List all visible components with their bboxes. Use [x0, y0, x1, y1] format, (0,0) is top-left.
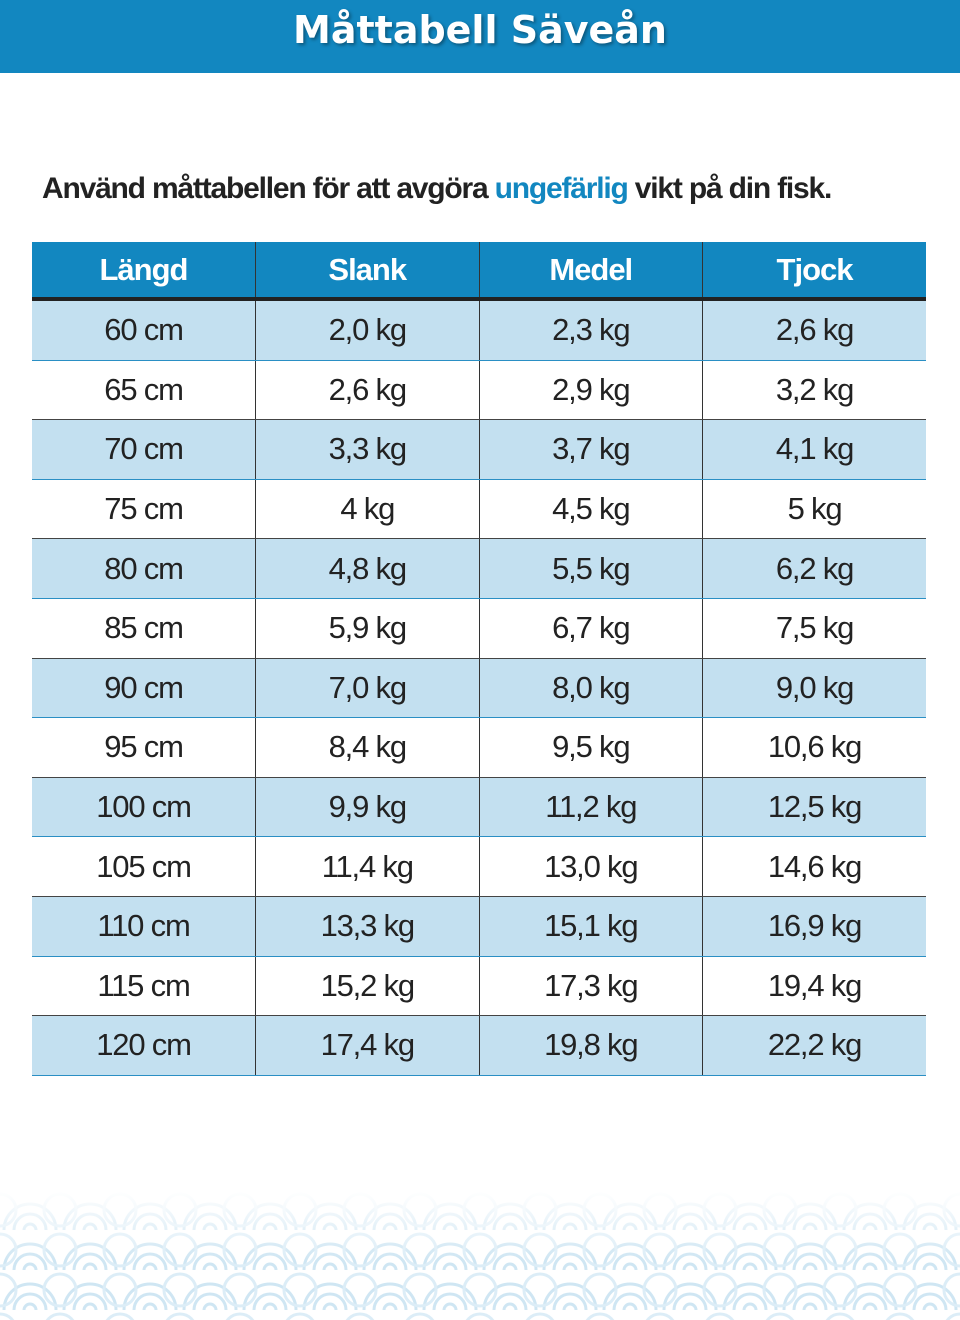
table-row: 115 cm 15,2 kg 17,3 kg 19,4 kg	[32, 956, 926, 1017]
table-cell: 105 cm	[32, 836, 256, 897]
table-cell: 6,7 kg	[478, 598, 703, 659]
table-cell: 3,2 kg	[702, 360, 926, 421]
table-cell: 11,2 kg	[478, 777, 703, 838]
table-row: 95 cm 8,4 kg 9,5 kg 10,6 kg	[32, 717, 926, 778]
intro-highlight: ungefärlig	[494, 172, 629, 205]
table-cell: 3,3 kg	[255, 419, 479, 480]
intro-before: Använd måttabellen för att avgöra	[42, 172, 495, 205]
table-row: 65 cm 2,6 kg 2,9 kg 3,2 kg	[32, 360, 926, 421]
table-cell: 22,2 kg	[702, 1015, 926, 1076]
table-cell: 110 cm	[32, 896, 256, 957]
header-bar	[0, 0, 960, 73]
table-cell: 2,6 kg	[255, 360, 479, 421]
table-cell: 4,1 kg	[702, 419, 926, 480]
table-row: 85 cm 5,9 kg 6,7 kg 7,5 kg	[32, 598, 926, 659]
table-row: 105 cm 11,4 kg 13,0 kg 14,6 kg	[32, 836, 926, 897]
table-cell: 8,0 kg	[478, 658, 703, 719]
table-row: 90 cm 7,0 kg 8,0 kg 9,0 kg	[32, 658, 926, 719]
table-row: 60 cm 2,0 kg 2,3 kg 2,6 kg	[32, 299, 926, 361]
table-cell: 11,4 kg	[255, 836, 479, 897]
column-header: Tjock	[702, 242, 926, 301]
table-cell: 3,7 kg	[478, 419, 703, 480]
table-cell: 13,0 kg	[478, 836, 703, 897]
table-cell: 15,2 kg	[255, 956, 479, 1017]
table-cell: 75 cm	[32, 479, 256, 540]
table-cell: 90 cm	[32, 658, 256, 719]
table-row: 100 cm 9,9 kg 11,2 kg 12,5 kg	[32, 777, 926, 838]
table-cell: 6,2 kg	[702, 538, 926, 599]
table-cell: 17,3 kg	[478, 956, 703, 1017]
table-cell: 100 cm	[32, 777, 256, 838]
table-cell: 7,0 kg	[255, 658, 479, 719]
column-header: Slank	[255, 242, 479, 301]
table-cell: 10,6 kg	[702, 717, 926, 778]
intro-text: Använd måttabellen för att avgöra ungefä…	[42, 172, 833, 206]
size-table: Längd Slank Medel Tjock 60 cm 2,0 kg 2,3 kg 2,6…	[32, 242, 926, 1076]
table-row: 70 cm 3,3 kg 3,7 kg 4,1 kg	[32, 419, 926, 480]
table-cell: 95 cm	[32, 717, 256, 778]
table-row: 80 cm 4,8 kg 5,5 kg 6,2 kg	[32, 538, 926, 599]
table-cell: 15,1 kg	[478, 896, 703, 957]
table-cell: 7,5 kg	[702, 598, 926, 659]
table-cell: 16,9 kg	[702, 896, 926, 957]
table-cell: 19,8 kg	[478, 1015, 703, 1076]
table-cell: 120 cm	[32, 1015, 256, 1076]
table-cell: 9,5 kg	[478, 717, 703, 778]
table-row: 75 cm 4 kg 4,5 kg 5 kg	[32, 479, 926, 540]
table-cell: 85 cm	[32, 598, 256, 659]
table-cell: 65 cm	[32, 360, 256, 421]
column-header: Medel	[478, 242, 703, 301]
table-cell: 5,9 kg	[255, 598, 479, 659]
table-cell: 12,5 kg	[702, 777, 926, 838]
table-cell: 9,9 kg	[255, 777, 479, 838]
table-cell: 70 cm	[32, 419, 256, 480]
table-cell: 14,6 kg	[702, 836, 926, 897]
table-cell: 19,4 kg	[702, 956, 926, 1017]
page-title: Måttabell Säveån	[293, 8, 667, 52]
table-cell: 9,0 kg	[702, 658, 926, 719]
table-cell: 2,0 kg	[255, 299, 479, 361]
table-cell: 4,8 kg	[255, 538, 479, 599]
table-cell: 17,4 kg	[255, 1015, 479, 1076]
header-row: Längd Slank Medel Tjock	[32, 242, 926, 301]
column-header: Längd	[32, 242, 256, 301]
table-cell: 8,4 kg	[255, 717, 479, 778]
wave-pattern	[0, 1190, 960, 1320]
table-row: 110 cm 13,3 kg 15,1 kg 16,9 kg	[32, 896, 926, 957]
intro-after: vikt på din fisk.	[627, 172, 833, 205]
table-cell: 4,5 kg	[478, 479, 703, 540]
table-cell: 2,9 kg	[478, 360, 703, 421]
table-cell: 13,3 kg	[255, 896, 479, 957]
table-cell: 4 kg	[255, 479, 479, 540]
table-cell: 2,6 kg	[702, 299, 926, 361]
table-cell: 60 cm	[32, 299, 256, 361]
table-cell: 5 kg	[702, 479, 926, 540]
table-cell: 80 cm	[32, 538, 256, 599]
table-cell: 115 cm	[32, 956, 256, 1017]
table-cell: 5,5 kg	[478, 538, 703, 599]
table-row: 120 cm 17,4 kg 19,8 kg 22,2 kg	[32, 1015, 926, 1076]
table-cell: 2,3 kg	[478, 299, 703, 361]
